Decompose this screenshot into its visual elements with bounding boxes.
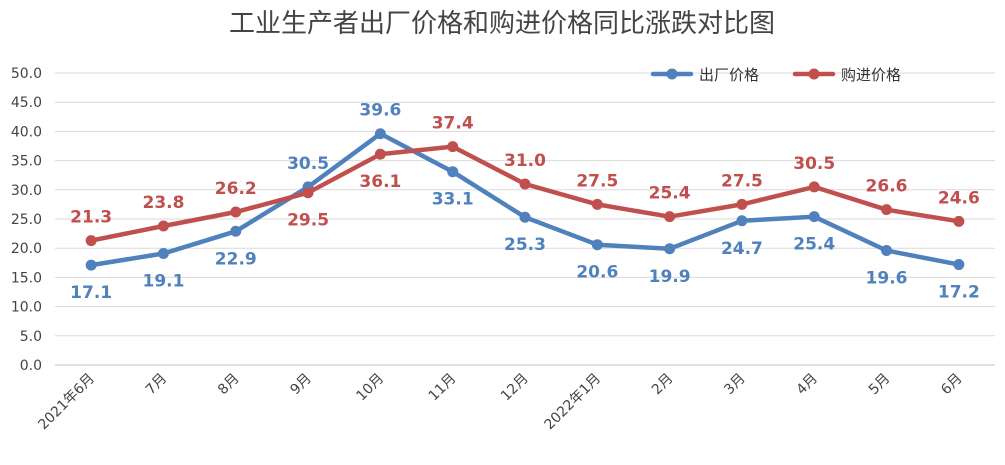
x-tick-label: 8月 [215,371,243,399]
data-point [808,211,820,223]
chart-title: 工业生产者出厂价格和购进价格同比涨跌对比图 [229,9,775,39]
data-point [519,178,531,190]
x-tick-label: 2021年6月 [35,371,98,434]
data-point [591,198,603,210]
data-point [230,206,242,218]
data-point [881,245,893,257]
y-axis-ticks: 0.0 5.0 10.0 15.0 20.0 25.0 30.0 35.0 40.0 45.0 50… [11,66,42,374]
data-label: 27.5 [576,171,618,191]
data-label: 19.9 [649,267,691,287]
legend-marker [808,68,820,80]
x-tick-label: 9月 [287,371,315,399]
data-label: 36.1 [359,172,401,192]
data-point [881,204,893,216]
legend: 出厂价格 购进价格 [650,66,901,84]
data-label: 39.6 [359,101,401,121]
data-label: 25.4 [793,235,835,255]
x-tick-label: 6月 [938,371,966,399]
data-label: 30.5 [287,154,329,174]
data-point [953,215,965,227]
data-point [230,225,242,237]
data-label: 26.2 [215,179,257,199]
data-label: 23.8 [142,193,184,213]
data-label: 17.1 [70,283,112,303]
data-labels: 17.1 19.1 22.9 30.5 39.6 33.1 25.3 20.6 19.9 24.7… [70,101,980,303]
y-tick-label: 30.0 [11,183,42,199]
y-tick-label: 20.0 [11,241,42,257]
data-point [85,259,97,271]
data-label: 24.7 [721,239,763,259]
data-point [519,211,531,223]
y-tick-label: 15.0 [11,270,42,286]
data-label: 24.6 [938,188,980,208]
data-point [302,187,314,199]
data-label: 29.5 [287,211,329,231]
data-point [953,259,965,271]
x-tick-label: 10月 [353,371,387,405]
x-tick-label: 5月 [866,371,894,399]
y-tick-label: 35.0 [11,154,42,170]
legend-label: 出厂价格 [699,66,759,84]
x-tick-label: 7月 [143,371,171,399]
legend-label: 购进价格 [841,66,901,84]
data-label: 21.3 [70,208,112,228]
data-point [736,215,748,227]
x-axis-ticks: 2021年6月 7月 8月 9月 10月 11月 12月 2022年1月 2月 3月 4月 5月 6月 [35,371,965,434]
x-tick-label: 2022年1月 [542,371,605,434]
data-label: 19.1 [142,271,184,291]
data-label: 37.4 [432,114,474,134]
data-label: 25.3 [504,235,546,255]
data-label: 31.0 [504,151,546,171]
x-tick-label: 2月 [649,371,677,399]
y-tick-label: 25.0 [11,212,42,228]
data-point [591,239,603,251]
x-tick-label: 3月 [721,371,749,399]
data-label: 20.6 [576,263,618,283]
data-point [808,181,820,193]
y-tick-label: 50.0 [11,66,42,82]
data-point [157,247,169,259]
data-label: 22.9 [215,249,257,269]
data-point [85,235,97,247]
data-point [447,166,459,178]
data-point [736,198,748,210]
data-label: 27.5 [721,171,763,191]
y-tick-label: 40.0 [11,124,42,140]
data-label: 19.6 [866,269,908,289]
data-label: 30.5 [793,154,835,174]
data-point [157,220,169,232]
x-tick-label: 11月 [426,371,460,405]
data-label: 33.1 [432,190,474,210]
data-point [374,148,386,160]
x-tick-label: 12月 [498,371,532,405]
y-tick-label: 45.0 [11,95,42,111]
data-label: 17.2 [938,283,980,303]
y-tick-label: 5.0 [20,329,42,345]
y-tick-label: 0.0 [20,358,42,374]
data-label: 25.4 [649,184,691,204]
data-point [664,243,676,255]
y-tick-label: 10.0 [11,300,42,316]
data-point [447,141,459,153]
data-label: 26.6 [866,177,908,197]
data-point [664,211,676,223]
legend-marker [666,68,678,80]
x-tick-label: 4月 [794,371,822,399]
series-lines [85,128,965,271]
data-point [374,128,386,140]
